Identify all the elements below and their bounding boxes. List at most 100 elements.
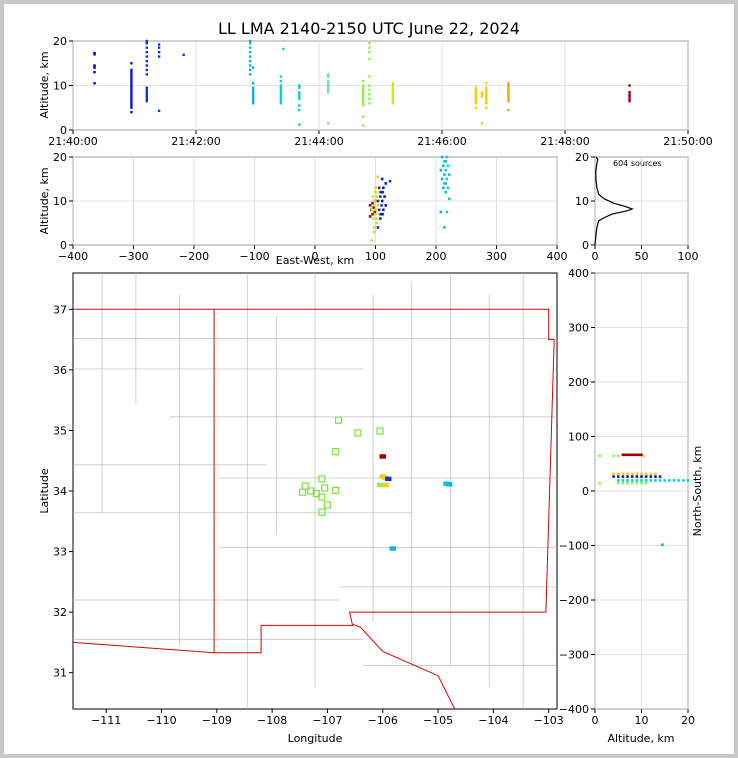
- lon-tick-label: −109: [202, 714, 232, 727]
- ns-source-point: [623, 453, 627, 457]
- ew-source-point: [380, 177, 384, 181]
- time-source-point: [391, 88, 394, 92]
- ew-source-point: [444, 168, 447, 172]
- time-source-point: [248, 64, 252, 67]
- time-source-point: [248, 55, 252, 58]
- ew-source-point: [439, 168, 443, 172]
- ns-source-point: [672, 479, 676, 482]
- time-source-point: [145, 55, 148, 58]
- time-source-point: [362, 84, 365, 87]
- plan-source-point: [391, 546, 394, 549]
- lat-tick-label: 35: [53, 424, 67, 437]
- ew-source-point: [370, 239, 374, 242]
- time-source-point: [145, 93, 148, 96]
- lon-tick-label: −108: [257, 714, 287, 727]
- ns-source-point: [630, 453, 634, 457]
- ew-altitude-panel: Altitude, km East-West, km −400 −300 −200 −…: [38, 151, 568, 267]
- lma-station-marker: [323, 501, 332, 509]
- ns-source-point: [640, 481, 643, 485]
- ew-source-point: [444, 190, 447, 194]
- time-source-point: [130, 95, 133, 98]
- time-source-point: [327, 90, 330, 94]
- time-source-point: [145, 73, 148, 76]
- time-source-point: [130, 93, 133, 96]
- ew-altitude-ylabel: Altitude, km: [38, 167, 51, 234]
- time-source-point: [327, 79, 330, 83]
- lon-tick-label: −104: [478, 714, 508, 727]
- plan-source-point: [391, 548, 394, 551]
- plan-source-point: [393, 546, 396, 549]
- time-source-point: [130, 75, 133, 78]
- time-source-point: [279, 86, 283, 89]
- time-source-point: [485, 88, 488, 92]
- ew-source-point: [376, 226, 380, 229]
- time-tick-label: 21:48:00: [540, 135, 589, 148]
- time-source-point: [368, 97, 371, 101]
- lat-tick-label: 34: [53, 485, 67, 498]
- time-source-point: [279, 97, 283, 101]
- ns-source-point: [649, 475, 653, 478]
- time-source-point: [474, 102, 478, 105]
- ns-source-point: [626, 475, 629, 478]
- plan-source-point: [385, 478, 388, 482]
- ew-tick-label: 200: [426, 250, 447, 263]
- time-source-point: [507, 95, 510, 98]
- time-source-point: [157, 55, 161, 58]
- ew-source-point: [377, 208, 381, 212]
- ns-tick-label: −400: [559, 703, 589, 716]
- ew-source-point: [372, 230, 376, 234]
- time-source-point: [298, 108, 301, 112]
- time-tick-label: 21:40:00: [48, 135, 97, 148]
- time-source-point: [485, 82, 488, 85]
- time-source-point: [391, 102, 394, 105]
- time-source-point: [368, 42, 371, 45]
- plan-source-point: [378, 484, 382, 488]
- lma-station-marker: [354, 429, 362, 437]
- time-source-point: [368, 84, 371, 87]
- ew-tick-label: −200: [179, 250, 209, 263]
- ns-xlabel: Altitude, km: [607, 732, 674, 745]
- time-source-point: [93, 70, 96, 74]
- time-source-point: [362, 97, 365, 101]
- time-source-point: [182, 53, 185, 56]
- ns-source-point: [612, 454, 615, 458]
- ns-source-point: [654, 479, 657, 482]
- plan-source-point: [376, 482, 380, 486]
- time-source-point: [368, 102, 371, 105]
- time-source-point: [507, 82, 510, 85]
- plan-source-point: [386, 482, 389, 486]
- time-source-point: [507, 99, 510, 103]
- lon-tick-label: −110: [146, 714, 176, 727]
- time-source-point: [327, 82, 330, 85]
- ns-source-point: [682, 479, 685, 482]
- time-source-point: [279, 79, 283, 83]
- time-source-point: [251, 86, 255, 89]
- lat-tick-label: 37: [53, 303, 67, 316]
- plan-source-point: [449, 482, 453, 485]
- altitude-histogram-panel: 604 sources 0 50 100 0 10 20: [575, 151, 699, 263]
- time-source-point: [130, 104, 133, 107]
- time-source-point: [130, 70, 133, 74]
- time-source-point: [279, 93, 283, 96]
- time-source-point: [474, 95, 478, 98]
- time-source-point: [507, 108, 510, 112]
- plan-source-point: [383, 474, 386, 477]
- time-source-point: [248, 73, 252, 76]
- plan-source-point: [389, 548, 392, 551]
- time-source-point: [362, 95, 365, 98]
- figure: LL LMA 2140-2150 UTC June 22, 2024 Altit…: [4, 4, 734, 754]
- time-altitude-ytick-label: 10: [53, 80, 67, 93]
- ns-tick-label: −100: [559, 540, 589, 553]
- time-altitude-ytick-label: 20: [53, 35, 67, 48]
- ns-source-point: [637, 453, 641, 457]
- ns-source-point: [658, 479, 662, 482]
- time-source-point: [130, 73, 133, 76]
- ns-source-point: [635, 479, 639, 482]
- ns-source-point: [649, 472, 653, 476]
- time-source-point: [298, 97, 301, 101]
- lat-tick-label: 31: [53, 667, 67, 680]
- time-source-point: [362, 102, 365, 105]
- time-altitude-ytick-label: 0: [60, 124, 67, 137]
- ns-altitude-panel: Altitude, km North-South, km 0 10 20 −400 −3…: [559, 267, 704, 745]
- time-source-point: [93, 82, 96, 85]
